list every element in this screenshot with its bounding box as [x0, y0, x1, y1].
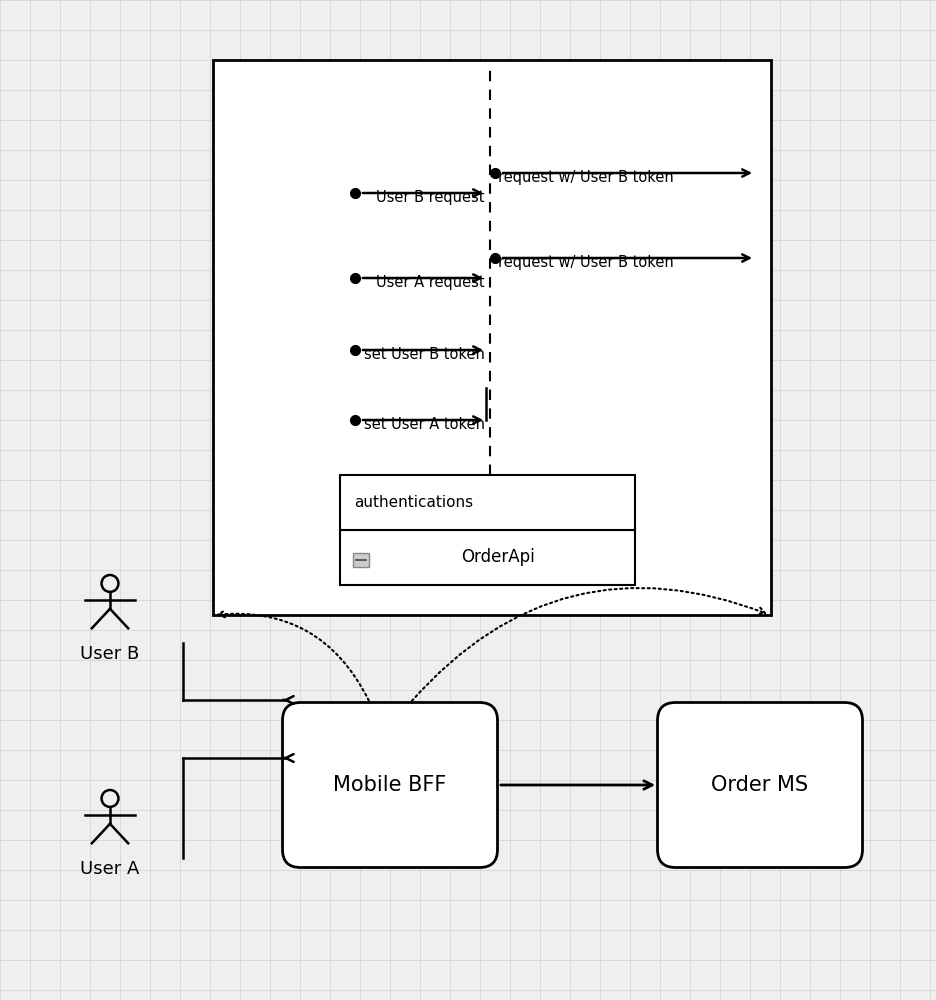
Text: set User B token: set User B token	[364, 347, 485, 362]
FancyBboxPatch shape	[657, 702, 862, 867]
Bar	[213, 60, 771, 615]
Text: User A: User A	[80, 860, 139, 878]
Text: User A request: User A request	[376, 275, 485, 290]
Text: authentications: authentications	[354, 495, 473, 510]
Text: request w/ User B token: request w/ User B token	[498, 170, 674, 185]
Text: set User A token: set User A token	[364, 417, 485, 432]
Bar	[340, 475, 635, 530]
Text: Order MS: Order MS	[711, 775, 809, 795]
Text: OrderApi: OrderApi	[461, 548, 534, 566]
Bar	[353, 553, 369, 567]
Text: User B request: User B request	[376, 190, 485, 205]
Text: User B: User B	[80, 645, 139, 663]
Text: request w/ User B token: request w/ User B token	[498, 255, 674, 270]
FancyBboxPatch shape	[283, 702, 498, 867]
Bar	[340, 530, 635, 585]
Text: Mobile BFF: Mobile BFF	[333, 775, 446, 795]
